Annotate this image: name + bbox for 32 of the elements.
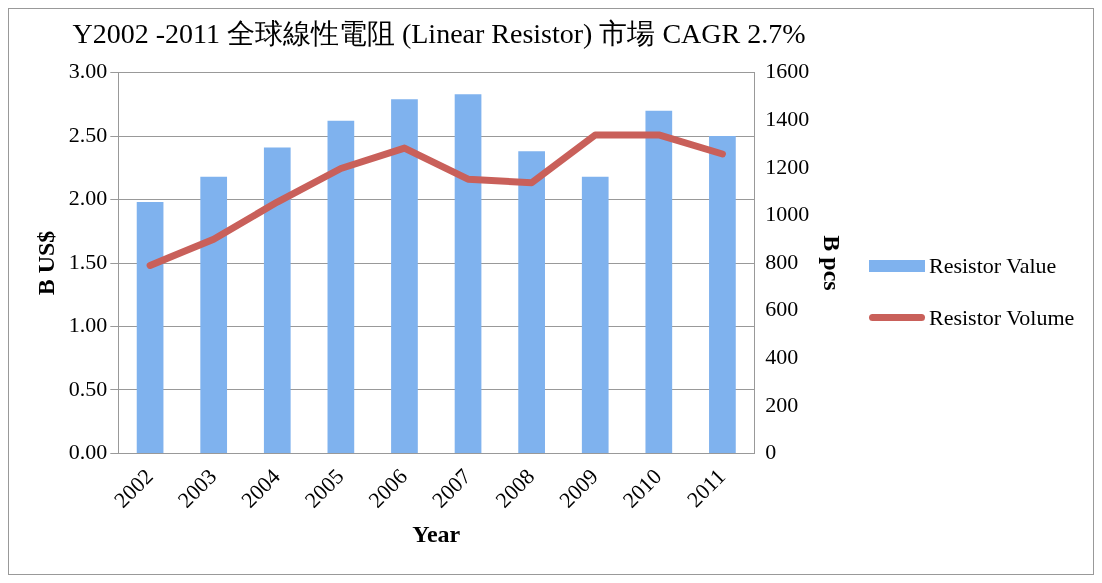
y2-tick-label: 600 [765, 296, 799, 322]
y2-tick-label: 1400 [765, 105, 810, 131]
bar [518, 151, 545, 453]
bar [200, 176, 228, 453]
y2-tick-label: 1000 [765, 201, 810, 227]
y2-tick-label: 1600 [765, 58, 810, 84]
y2-tick-label: 0 [765, 439, 777, 465]
legend-label: Resistor Volume [929, 304, 1075, 331]
x-axis-title: Year [412, 520, 461, 547]
bar [263, 147, 291, 453]
y2-tick-label: 400 [765, 344, 799, 369]
bar [581, 176, 609, 453]
bar [645, 110, 673, 453]
legend-label: Resistor Value [929, 252, 1057, 279]
y-tick-label: 2.00 [68, 185, 108, 211]
y-tick-label: 0.00 [68, 439, 108, 465]
y-tick-label: 0.50 [68, 375, 108, 401]
bar [136, 202, 164, 453]
bar [327, 120, 355, 453]
y-tick-label: 3.00 [68, 58, 108, 84]
y-axis-title: B US$ [32, 230, 59, 296]
bar [454, 94, 482, 453]
y-tick-label: 1.00 [68, 312, 108, 338]
y2-axis-title: B pcs [819, 235, 846, 291]
bar [709, 136, 736, 453]
y2-tick-label: 800 [765, 248, 799, 274]
y2-tick-label: 200 [765, 391, 799, 417]
y-tick-label: 2.50 [68, 121, 108, 147]
y-tick-label: 1.50 [68, 248, 108, 274]
bar [391, 99, 418, 453]
chart-title: Y2002 -2011 全球線性電阻 (Linear Resistor) 市場 CAGR 2.7% [72, 18, 806, 50]
y2-tick-label: 1200 [765, 153, 810, 179]
